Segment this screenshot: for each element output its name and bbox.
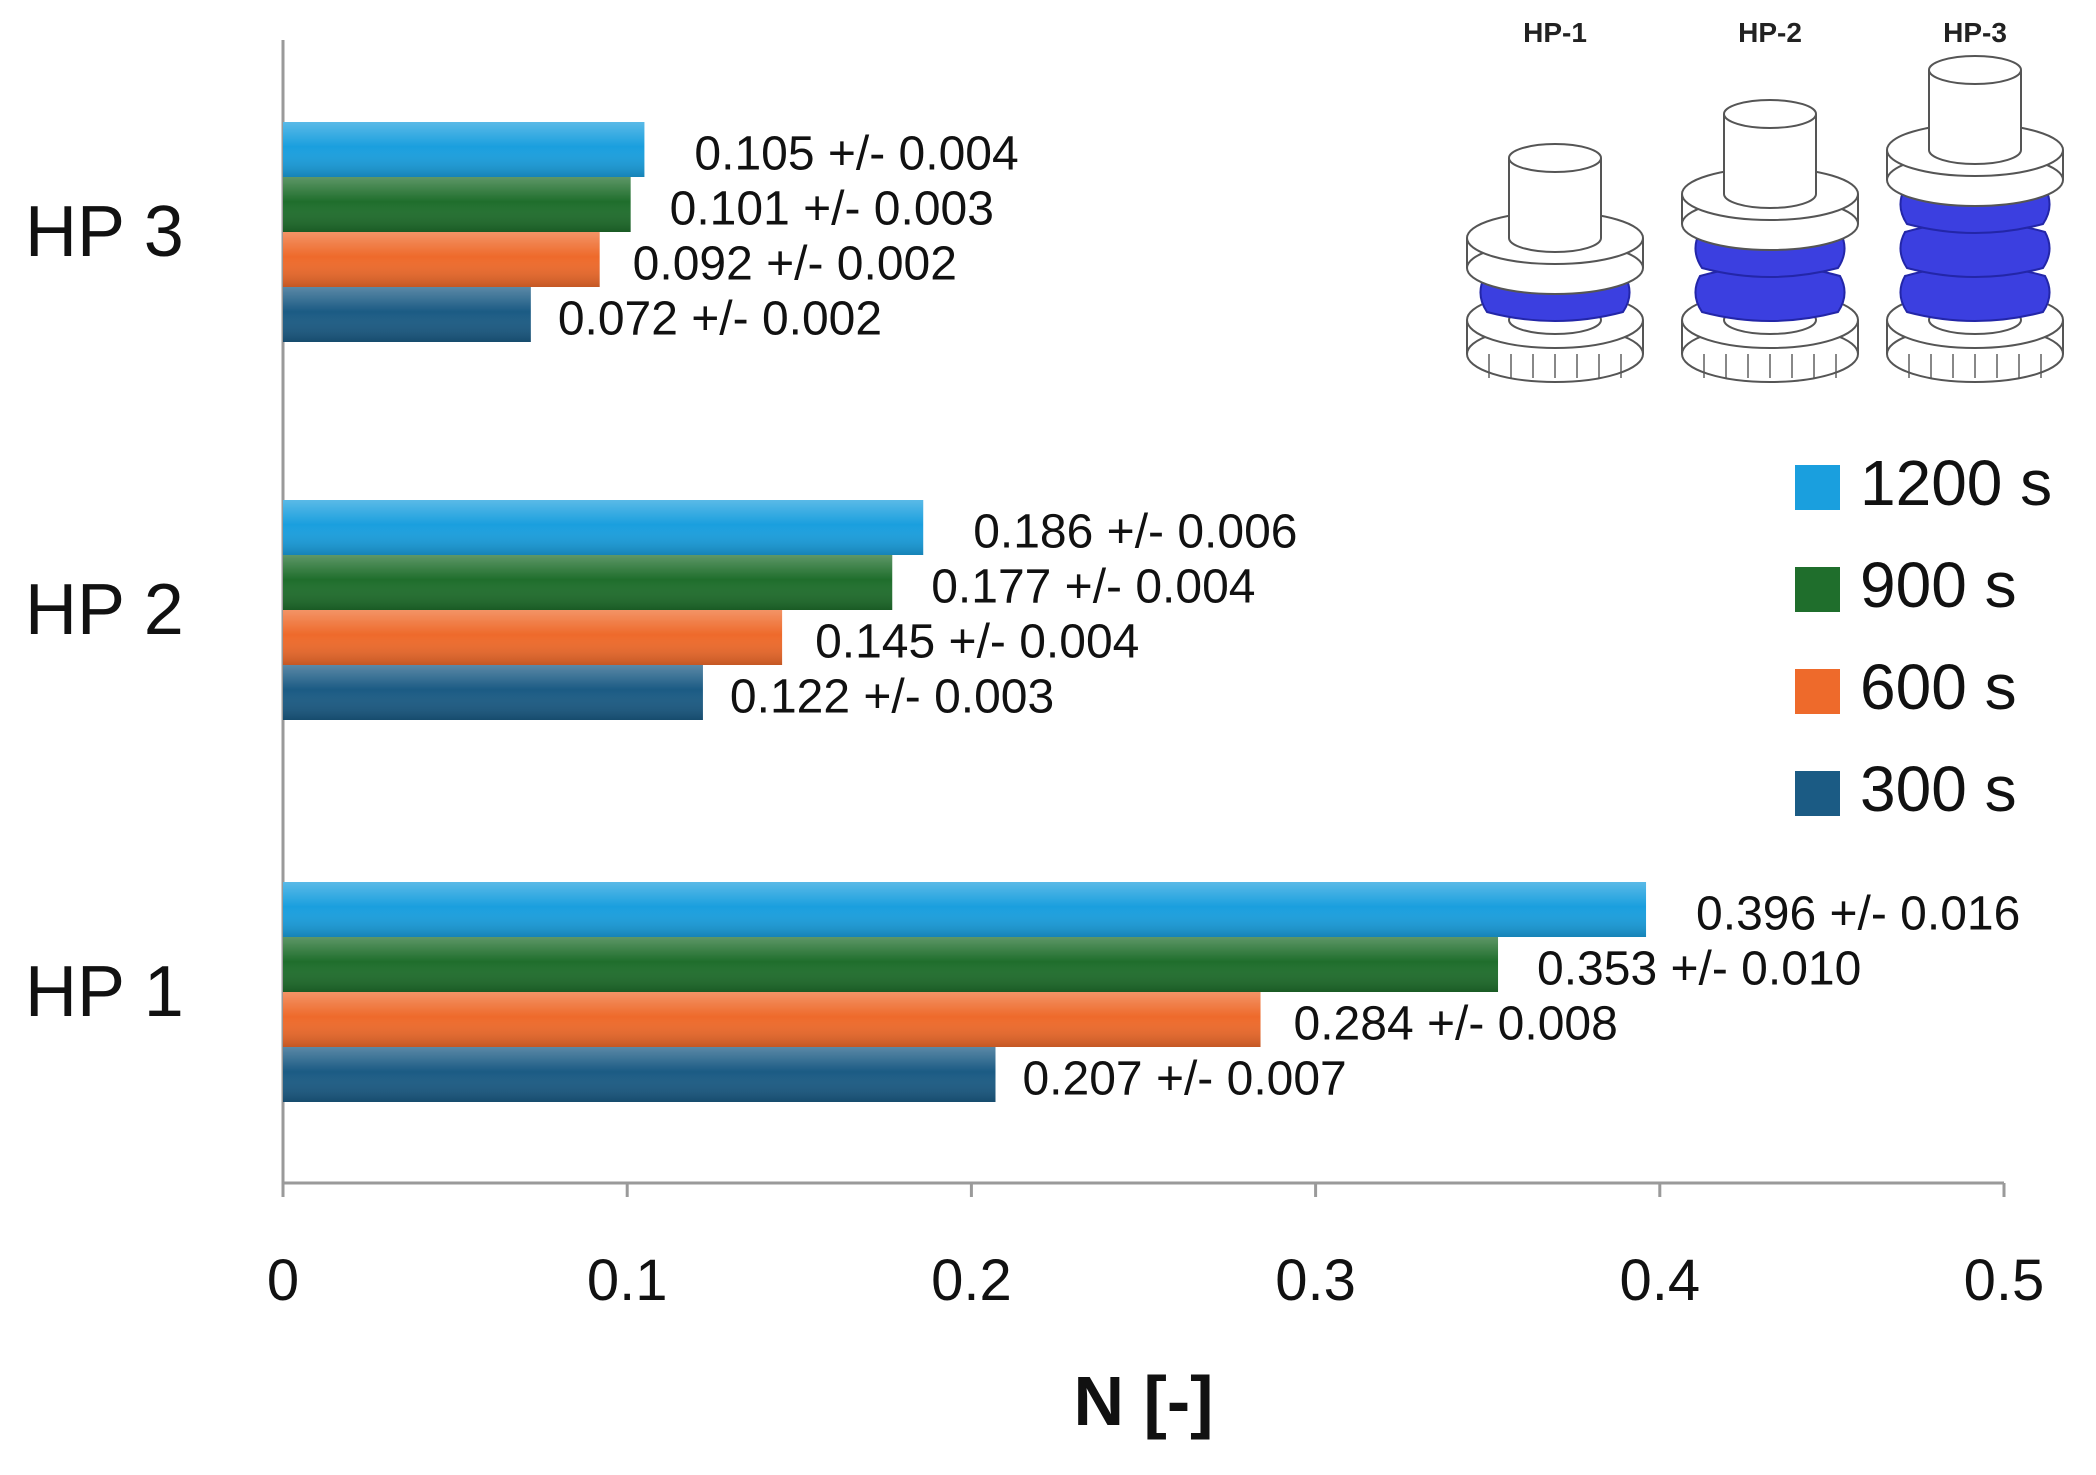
legend-label: 300 s: [1860, 753, 2017, 825]
bar-shading: [283, 882, 1647, 937]
data-label: 0.105 +/- 0.004: [694, 128, 1018, 181]
shaft-top: [1928, 55, 2022, 85]
legend-swatch: [1795, 465, 1840, 510]
x-tick-label: 0.5: [1964, 1248, 2045, 1313]
shaft-top: [1723, 99, 1817, 129]
inset-label: HP-3: [1943, 17, 2007, 48]
data-label: 0.122 +/- 0.003: [730, 671, 1054, 724]
shaft-top: [1508, 143, 1602, 173]
data-label: 0.396 +/- 0.016: [1696, 888, 2020, 941]
inset-label: HP-1: [1523, 17, 1587, 48]
data-label: 0.092 +/- 0.002: [633, 238, 957, 291]
data-label: 0.186 +/- 0.006: [973, 506, 1297, 559]
bar-shading: [283, 287, 531, 342]
x-tick-label: 0.2: [931, 1248, 1012, 1313]
data-label: 0.353 +/- 0.010: [1537, 943, 1861, 996]
legend-label: 900 s: [1860, 549, 2017, 621]
bar-shading: [283, 992, 1261, 1047]
x-axis-title: N [-]: [1074, 1362, 1214, 1440]
x-tick-label: 0.4: [1619, 1248, 1700, 1313]
legend-swatch: [1795, 771, 1840, 816]
hp-config-illustration: HP-3: [1886, 17, 2064, 383]
data-label: 0.145 +/- 0.004: [815, 616, 1139, 669]
hp-configuration-inset: HP-1 HP-2 HP-3: [1466, 17, 2064, 383]
bar-shading: [283, 937, 1499, 992]
bar-shading: [283, 555, 893, 610]
x-tick-label: 0.1: [587, 1248, 668, 1313]
data-label: 0.207 +/- 0.007: [1022, 1053, 1346, 1106]
inset-label: HP-2: [1738, 17, 1802, 48]
shaft-base: [1928, 149, 2022, 165]
hp-config-illustration: HP-1: [1466, 17, 1644, 383]
shaft-base: [1508, 237, 1602, 253]
x-tick-label: 0.3: [1275, 1248, 1356, 1313]
legend-label: 1200 s: [1860, 447, 2052, 519]
x-tick-label: 0: [267, 1248, 299, 1313]
hp-config-illustration: HP-2: [1681, 17, 1859, 383]
legend-swatch: [1795, 567, 1840, 612]
bar-shading: [283, 500, 924, 555]
legend-swatch: [1795, 669, 1840, 714]
category-label: HP 3: [25, 192, 184, 272]
data-label: 0.177 +/- 0.004: [931, 561, 1255, 614]
category-label: HP 1: [25, 952, 184, 1032]
bar-shading: [283, 177, 631, 232]
data-label: 0.284 +/- 0.008: [1294, 998, 1618, 1051]
data-label: 0.101 +/- 0.003: [670, 183, 994, 236]
shaft-base: [1723, 193, 1817, 209]
bar-shading: [283, 1047, 996, 1102]
category-label: HP 2: [25, 570, 184, 650]
bar-shading: [283, 665, 703, 720]
bar-shading: [283, 232, 600, 287]
data-label: 0.072 +/- 0.002: [558, 293, 882, 346]
legend-label: 600 s: [1860, 651, 2017, 723]
bar-shading: [283, 122, 645, 177]
bar-shading: [283, 610, 783, 665]
